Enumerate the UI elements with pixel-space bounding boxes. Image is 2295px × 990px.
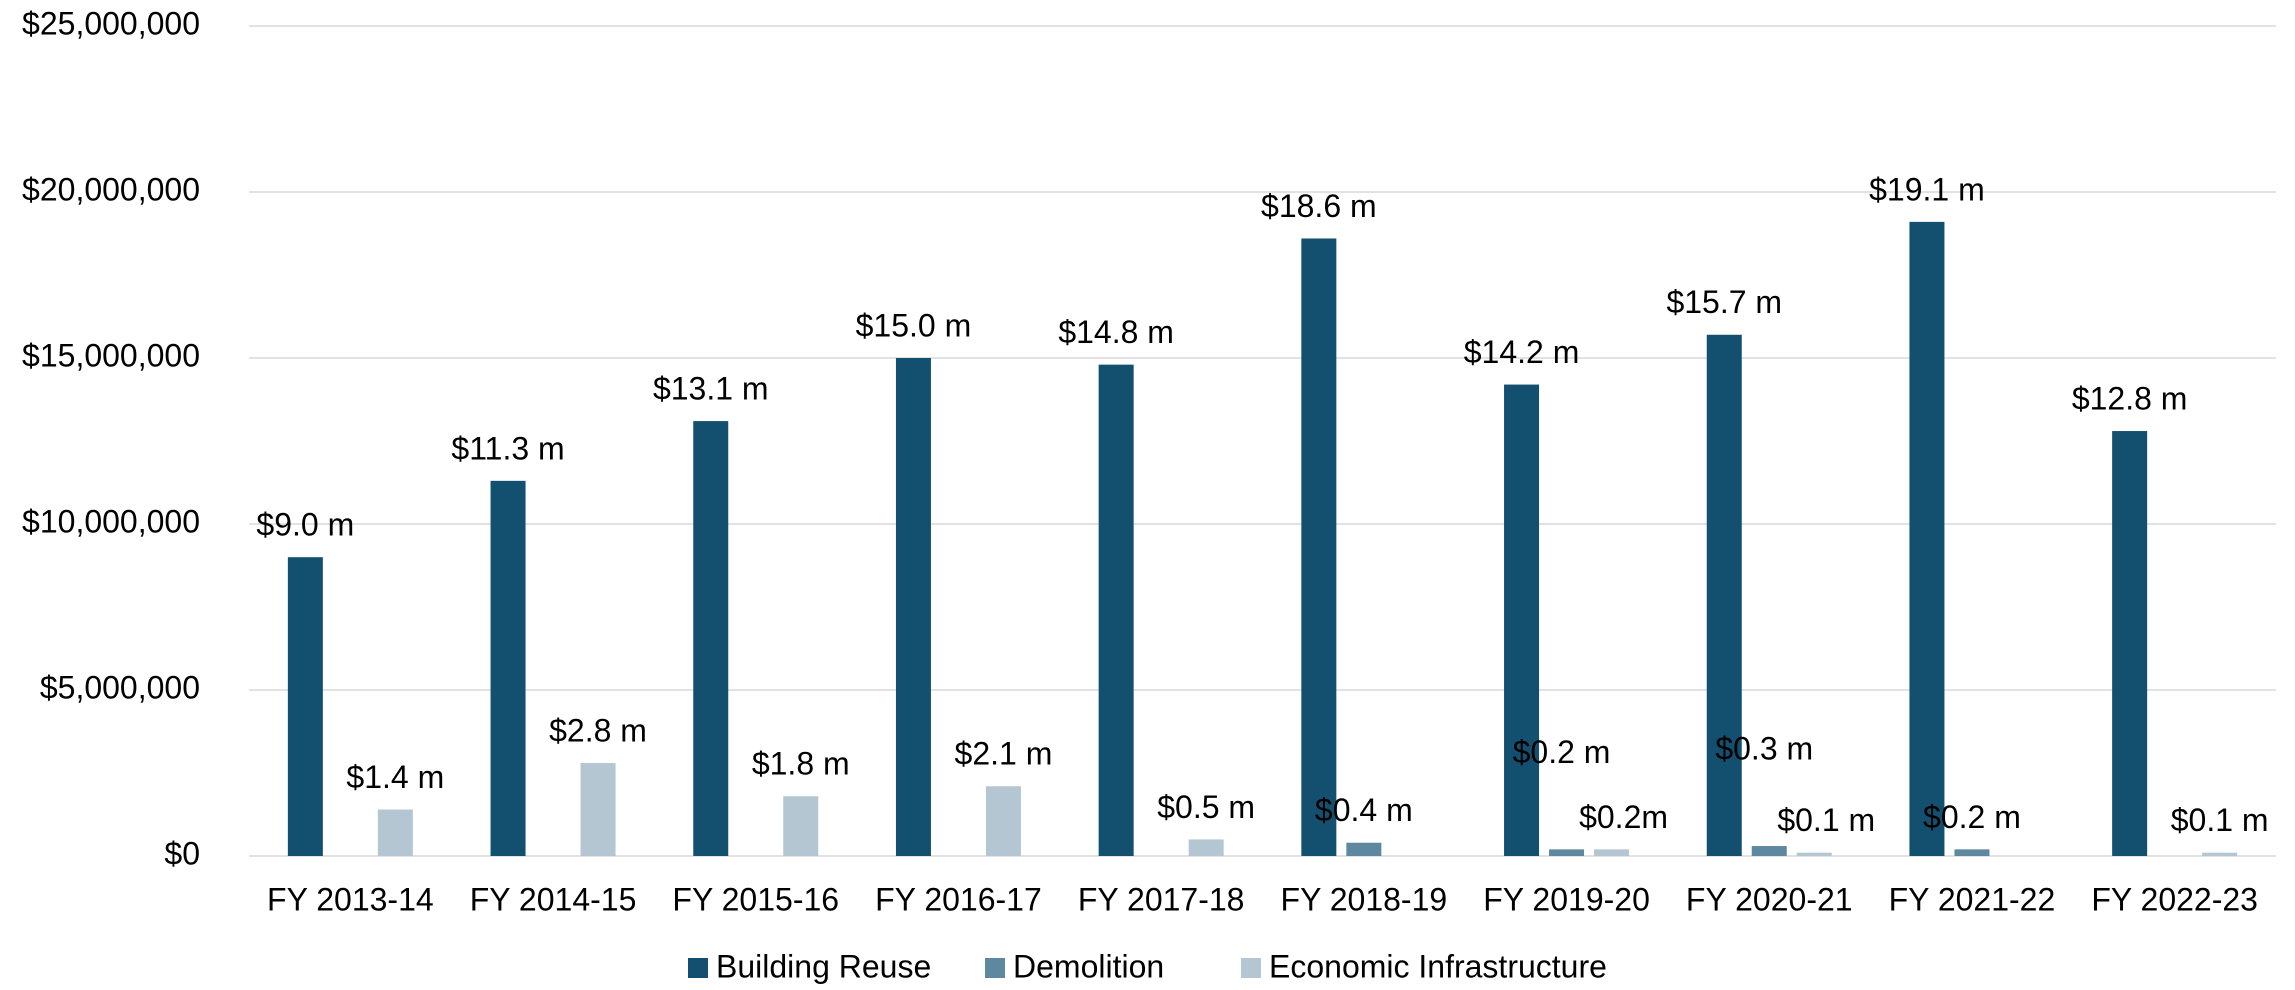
data-label: $0.5 m [1157, 789, 1255, 825]
data-label: $11.3 m [451, 430, 564, 466]
data-label: $18.6 m [1261, 188, 1377, 224]
data-label: $0.2 m [1923, 799, 2021, 835]
bar [1954, 849, 1990, 856]
x-tick-label: FY 2015-16 [672, 881, 839, 917]
x-tick-label: FY 2019-20 [1483, 881, 1650, 917]
bar [377, 809, 413, 856]
data-label: $1.4 m [346, 759, 444, 795]
data-label: $0.2 m [1513, 734, 1611, 770]
bar [1188, 839, 1224, 856]
bar [490, 480, 526, 856]
bar [693, 421, 729, 856]
data-label: $14.8 m [1058, 314, 1174, 350]
bar [783, 796, 819, 856]
data-label: $0.4 m [1315, 792, 1413, 828]
y-tick-label: $10,000,000 [22, 503, 200, 539]
bar [1549, 849, 1585, 856]
data-label: $0.2m [1579, 799, 1668, 835]
x-tick-label: FY 2021-22 [1889, 881, 2056, 917]
data-label: $2.8 m [549, 712, 647, 748]
data-label: $15.7 m [1666, 284, 1782, 320]
data-label: $2.1 m [955, 736, 1053, 772]
y-tick-label: $20,000,000 [22, 171, 200, 207]
bar [895, 358, 931, 856]
bar [2202, 852, 2238, 856]
y-tick-label: $15,000,000 [22, 337, 200, 373]
bar [1706, 334, 1742, 856]
data-label: $12.8 m [2072, 380, 2188, 416]
data-label: $13.1 m [653, 371, 769, 407]
bar [1909, 221, 1945, 856]
y-tick-label: $0 [164, 835, 200, 871]
bar [580, 763, 616, 856]
bar [1796, 852, 1832, 856]
bar [2112, 431, 2148, 856]
legend-swatch [688, 958, 708, 978]
data-label: $0.1 m [2171, 802, 2269, 838]
data-label: $9.0 m [256, 507, 354, 543]
x-tick-label: FY 2020-21 [1686, 881, 1853, 917]
data-label: $19.1 m [1869, 171, 1985, 207]
bar [1098, 364, 1134, 856]
bar [1594, 849, 1630, 856]
data-label: $14.2 m [1464, 334, 1580, 370]
x-tick-label: FY 2018-19 [1281, 881, 1448, 917]
bar [1346, 842, 1382, 856]
bar [1751, 846, 1787, 856]
y-tick-label: $5,000,000 [40, 669, 200, 705]
bar [287, 557, 323, 856]
x-tick-label: FY 2017-18 [1078, 881, 1245, 917]
legend-swatch [1241, 958, 1261, 978]
y-tick-label: $25,000,000 [22, 5, 200, 41]
legend-label: Building Reuse [716, 948, 931, 984]
legend-label: Demolition [1013, 948, 1164, 984]
x-tick-label: FY 2013-14 [267, 881, 434, 917]
legend-swatch [985, 958, 1005, 978]
x-tick-label: FY 2014-15 [470, 881, 637, 917]
bar [1301, 238, 1337, 857]
data-label: $15.0 m [856, 307, 972, 343]
bar [1504, 384, 1540, 856]
legend-label: Economic Infrastructure [1269, 948, 1607, 984]
data-label: $1.8 m [752, 746, 850, 782]
data-label: $0.3 m [1715, 730, 1813, 766]
data-label: $0.1 m [1777, 802, 1875, 838]
x-tick-label: FY 2022-23 [2091, 881, 2258, 917]
x-tick-label: FY 2016-17 [875, 881, 1042, 917]
bar [985, 786, 1021, 856]
